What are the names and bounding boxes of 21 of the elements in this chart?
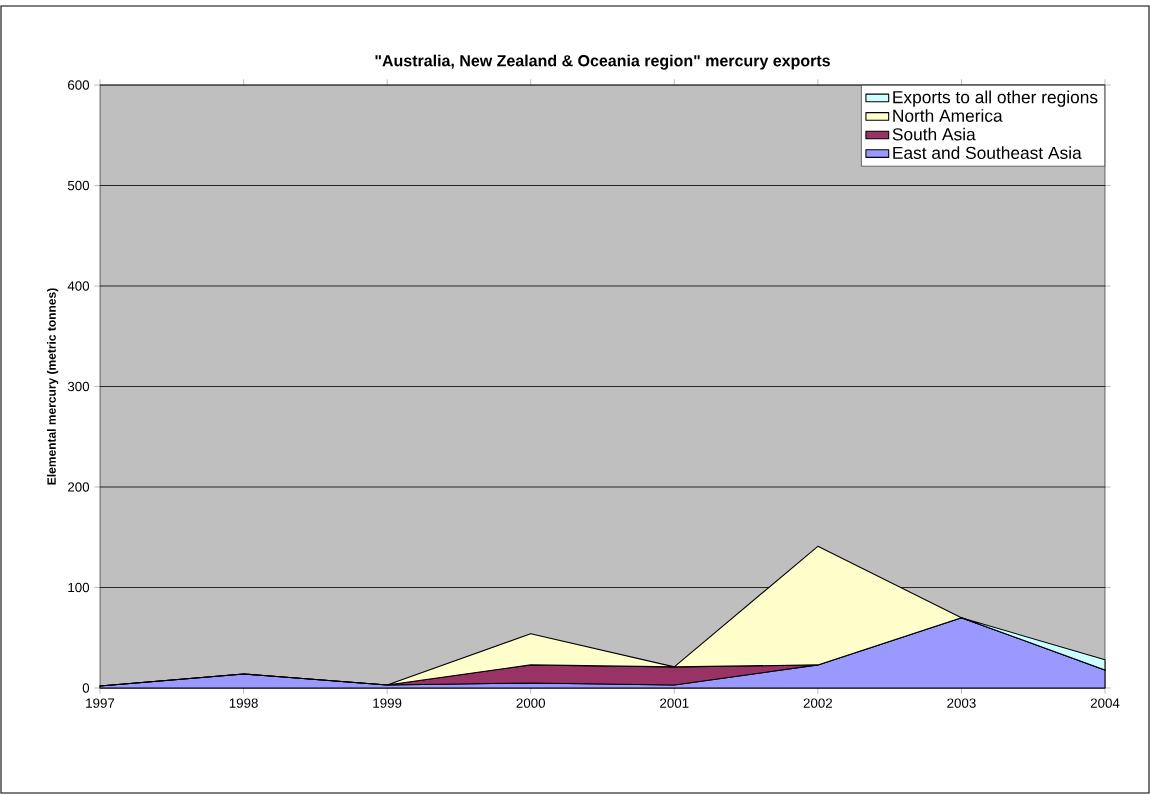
y-tick-label: 0 <box>82 683 90 693</box>
y-tick-label: 600 <box>68 80 90 90</box>
y-tick-label: 300 <box>67 381 90 392</box>
x-tick-label: 1997 <box>86 698 115 708</box>
legend-label: East and Southeast Asia <box>893 146 1082 160</box>
y-tick-label: 100 <box>68 582 90 593</box>
legend-label: Exports to all other regions <box>893 90 1098 107</box>
y-tick-label: 500 <box>67 180 90 191</box>
legend-label: South Asia <box>892 127 976 141</box>
legend-label: North America <box>893 109 1003 122</box>
chart-title: "Australia, New Zealand & Oceania region" mercury exports <box>375 54 830 70</box>
x-tick-label: 2001 <box>660 698 689 708</box>
y-axis-title: Elemental mercury (metric tonnes) <box>47 288 59 485</box>
x-tick-label: 2004 <box>1090 698 1120 708</box>
x-tick-label: 2003 <box>947 698 976 708</box>
x-tick-label: 2000 <box>516 698 546 708</box>
y-tick-label: 200 <box>68 482 90 492</box>
x-tick-label: 2002 <box>803 698 833 708</box>
x-tick-label: 1998 <box>229 698 258 708</box>
x-tick-label: 1999 <box>373 698 402 708</box>
y-tick-label: 400 <box>67 281 90 291</box>
